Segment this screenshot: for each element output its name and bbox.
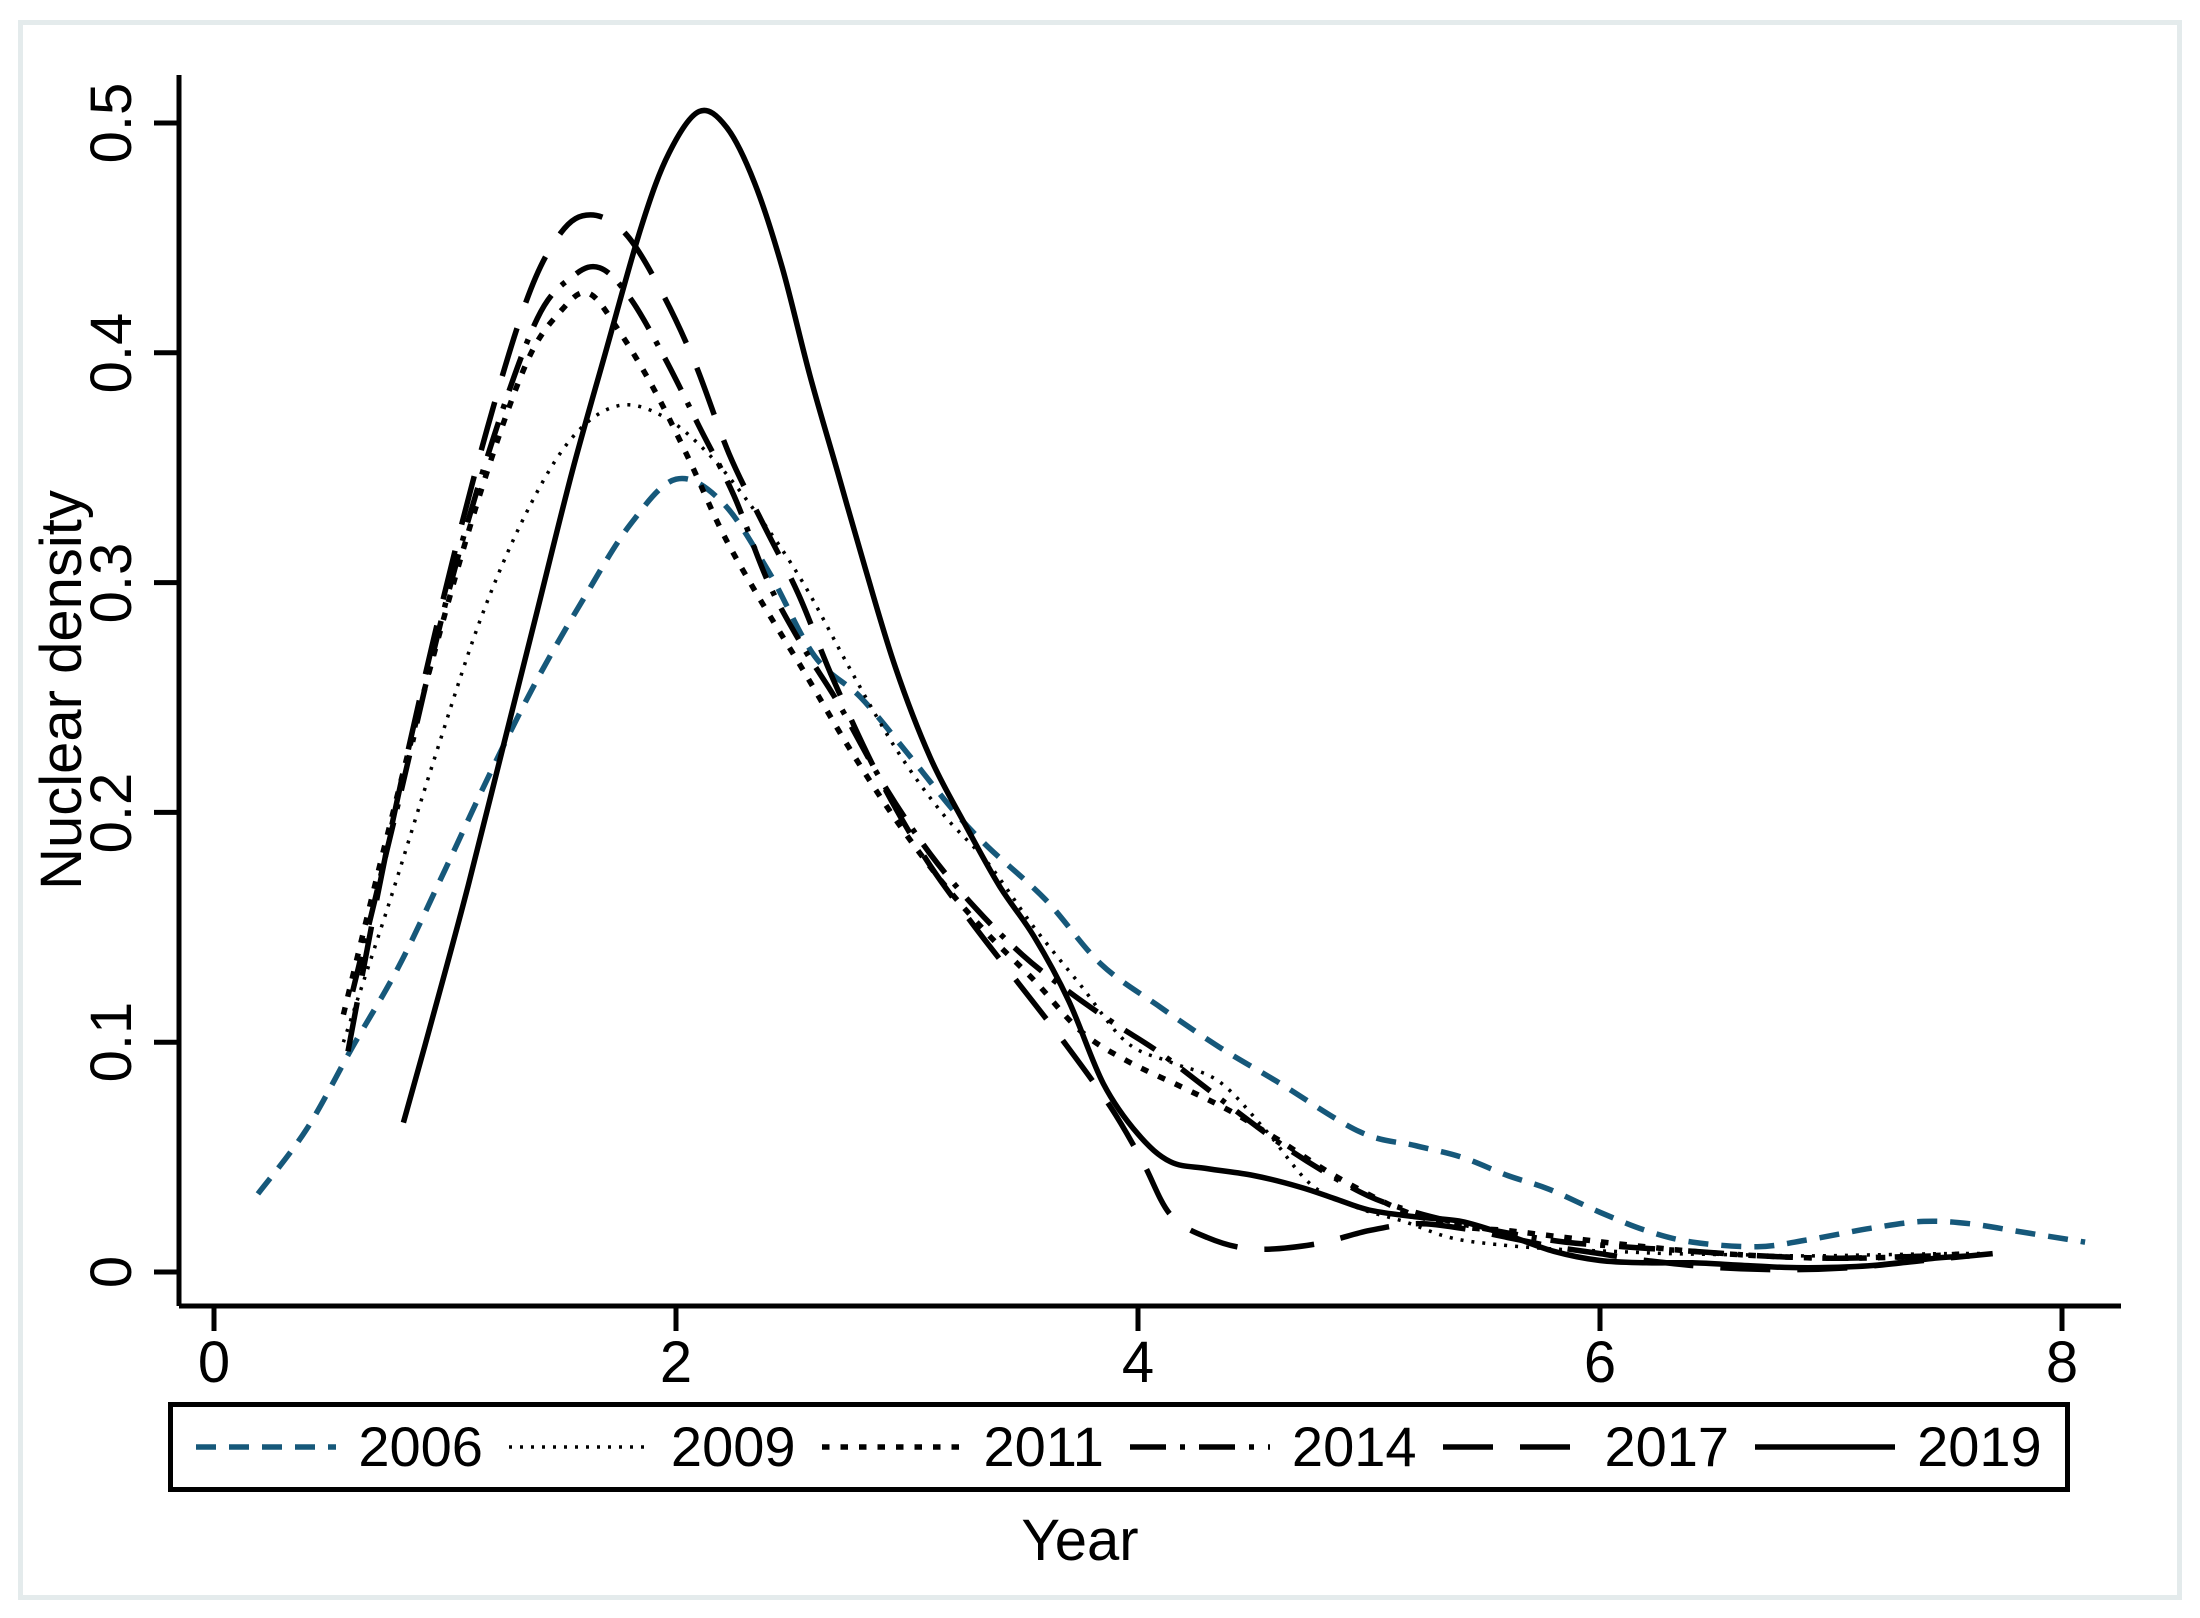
x-tick-label-4: 4 bbox=[1121, 1330, 1155, 1395]
legend-label-2014: 2014 bbox=[1291, 1415, 1417, 1478]
x-axis-title: Year bbox=[1021, 1508, 1139, 1573]
y-tick-label-01: 0.1 bbox=[79, 1001, 144, 1083]
legend-line-sample-2011 bbox=[821, 1444, 962, 1450]
x-tick-label-8: 8 bbox=[2045, 1330, 2079, 1395]
legend-item-2009: 2009 bbox=[508, 1415, 796, 1478]
curve-2019 bbox=[400, 107, 1970, 1271]
x-tick-label-0: 0 bbox=[197, 1330, 231, 1395]
x-tick-label-6: 6 bbox=[1583, 1330, 1617, 1395]
legend-label-2011: 2011 bbox=[983, 1415, 1104, 1478]
curve-2009 bbox=[341, 403, 1993, 1258]
legend-box: 2006 2009 2011 2014 2017 2019 bbox=[168, 1402, 2070, 1492]
legend-item-2017: 2017 bbox=[1442, 1415, 1730, 1478]
curve-2011 bbox=[340, 289, 1970, 1261]
legend-line-sample-2019 bbox=[1755, 1444, 1896, 1450]
y-tick-label-04: 0.4 bbox=[79, 312, 144, 394]
curve-2014 bbox=[349, 263, 1936, 1261]
curve-2006 bbox=[255, 475, 2086, 1250]
y-axis-title: Nuclear density bbox=[29, 490, 94, 890]
legend-label-2017: 2017 bbox=[1604, 1415, 1730, 1478]
x-tick-label-2: 2 bbox=[659, 1330, 693, 1395]
legend-line-sample-2014 bbox=[1129, 1444, 1270, 1450]
legend-label-2009: 2009 bbox=[670, 1415, 796, 1478]
legend-label-2006: 2006 bbox=[358, 1415, 483, 1478]
legend-item-2011: 2011 bbox=[821, 1415, 1104, 1478]
y-tick-label-0: 0 bbox=[79, 1255, 144, 1289]
legend-line-sample-2017 bbox=[1442, 1444, 1583, 1450]
legend-item-2006: 2006 bbox=[196, 1419, 483, 1475]
y-tick-label-05: 0.5 bbox=[79, 82, 144, 164]
legend-item-2019: 2019 bbox=[1755, 1419, 2042, 1475]
legend-label-2019: 2019 bbox=[1917, 1415, 2042, 1478]
legend-line-sample-2009 bbox=[508, 1445, 649, 1449]
legend-item-2014: 2014 bbox=[1129, 1415, 1417, 1478]
legend-line-sample-2006 bbox=[196, 1444, 337, 1450]
curve-2017 bbox=[345, 212, 1993, 1273]
